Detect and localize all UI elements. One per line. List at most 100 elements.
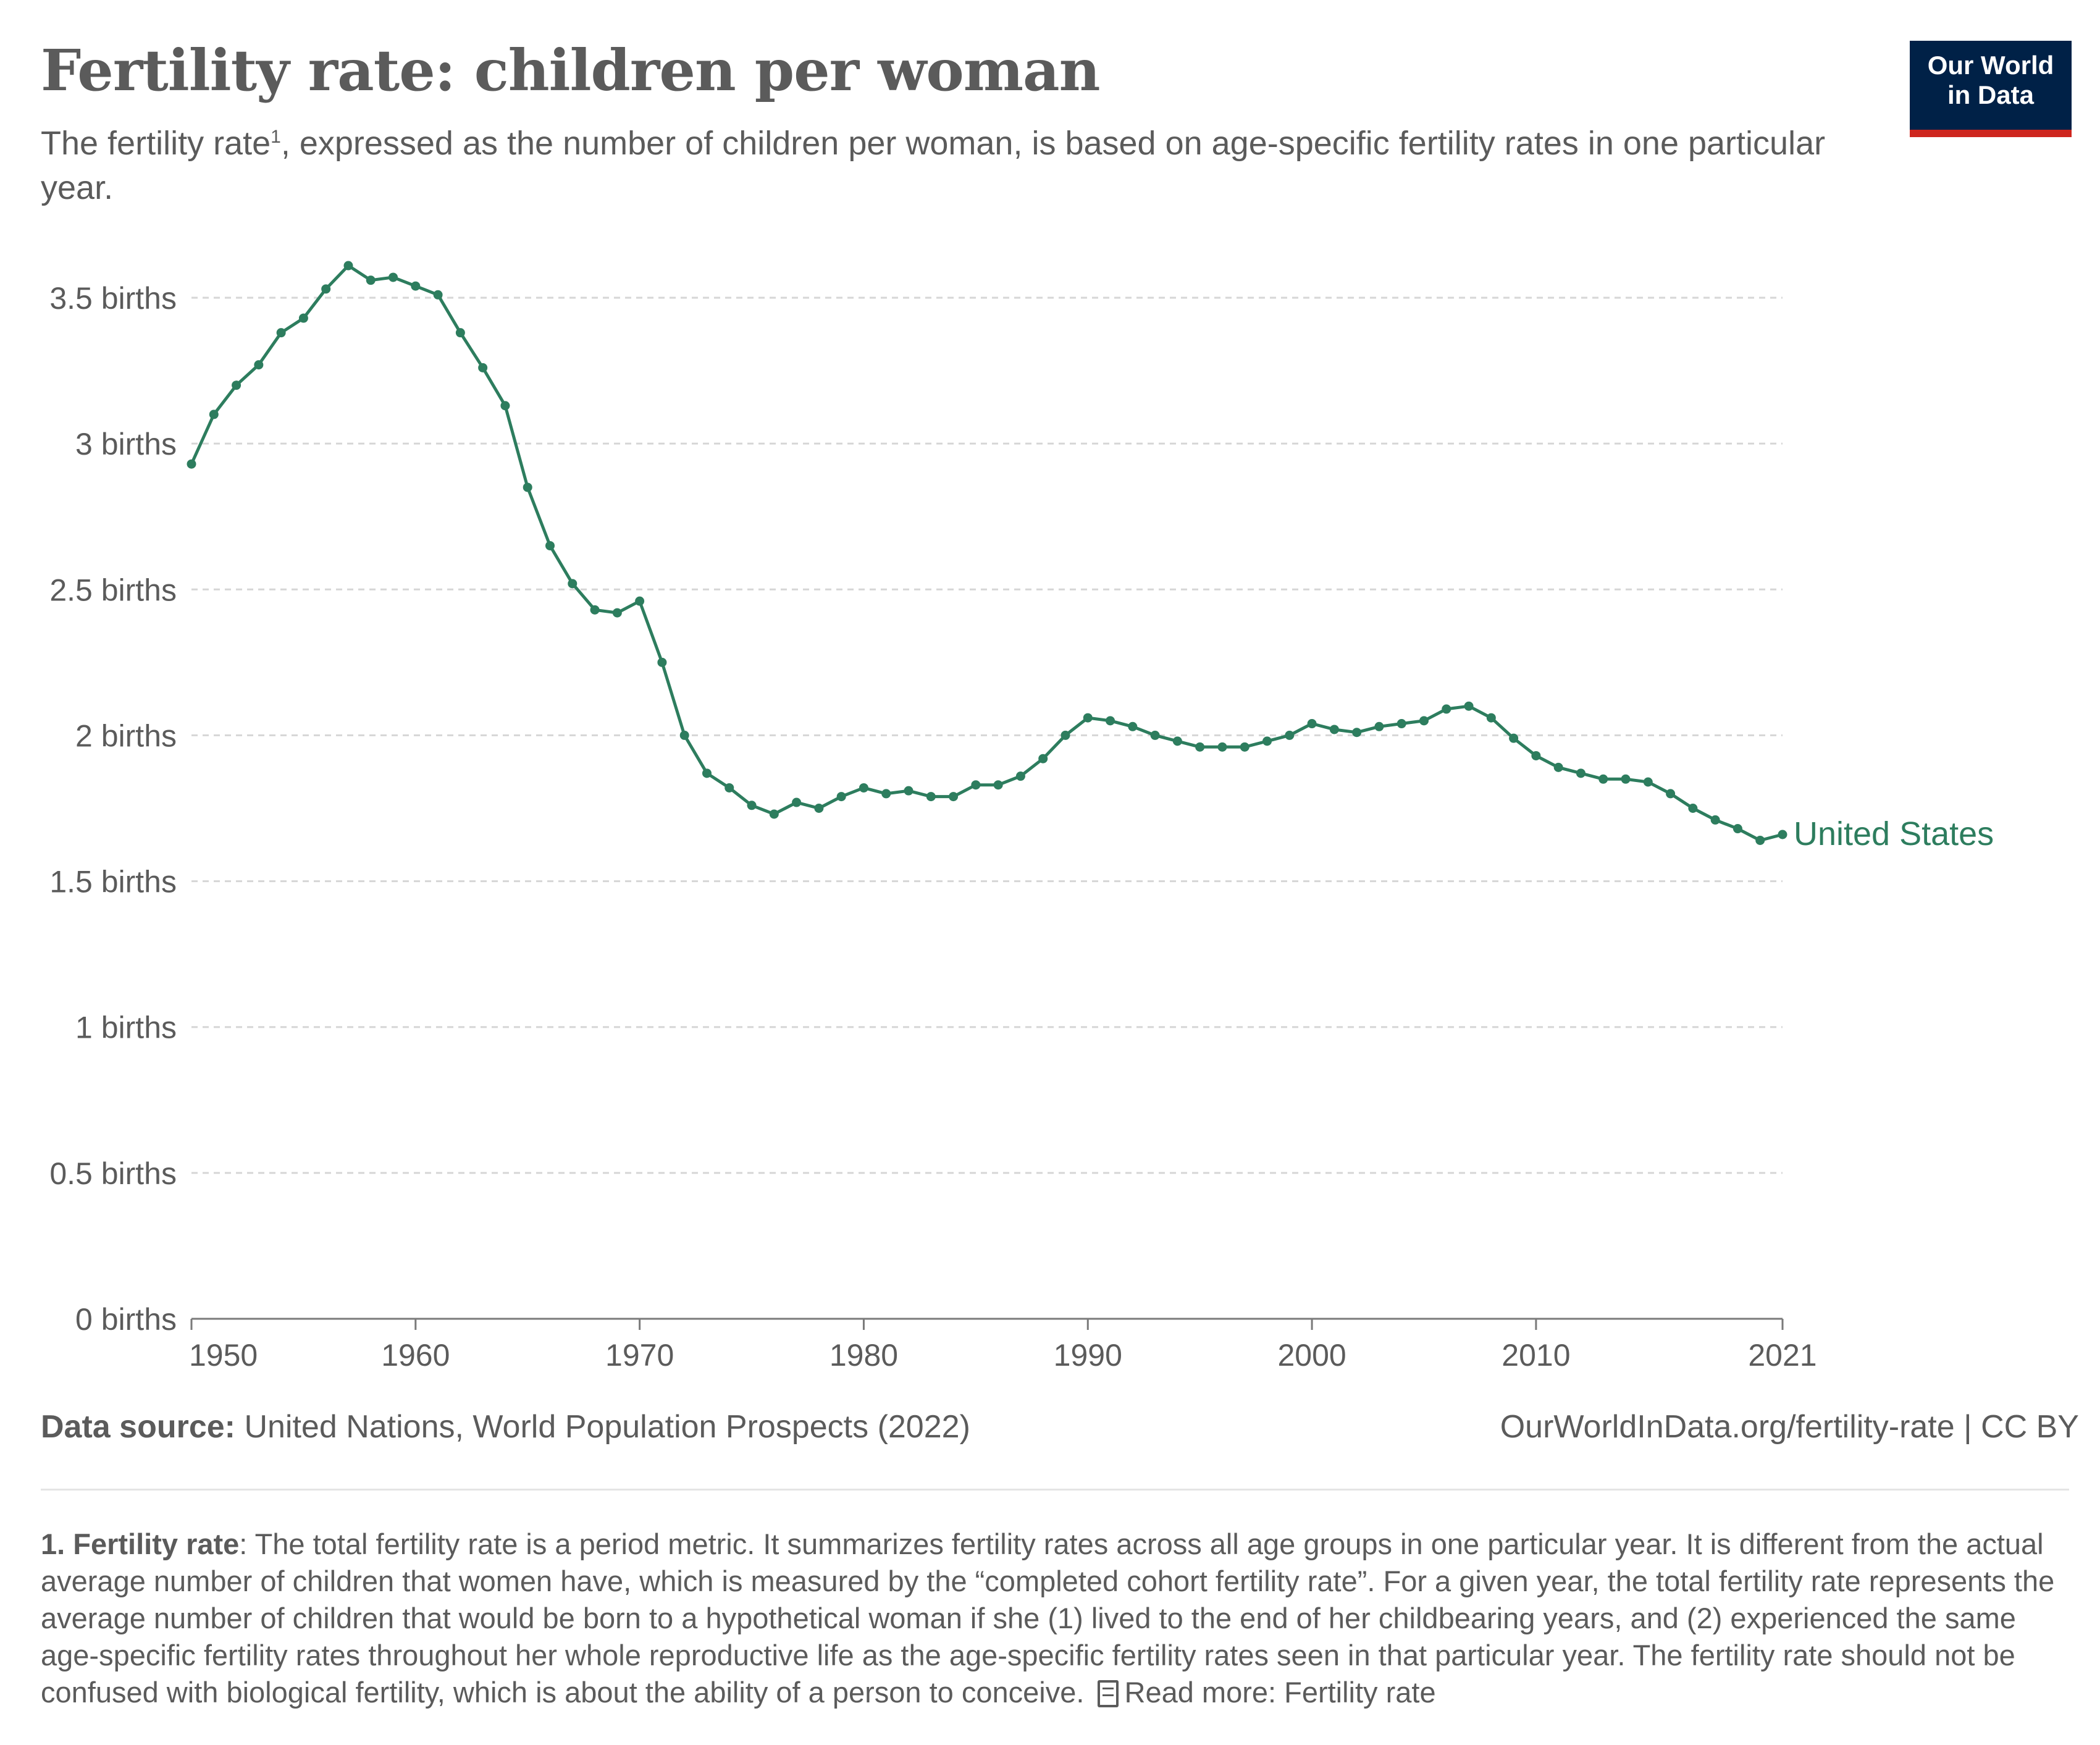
gridlines: [191, 296, 1783, 1174]
data-point[interactable]: [1262, 736, 1272, 746]
data-point[interactable]: [679, 730, 689, 740]
data-point[interactable]: [388, 272, 398, 282]
data-point[interactable]: [321, 284, 331, 294]
data-point[interactable]: [298, 313, 308, 323]
data-point[interactable]: [1172, 736, 1182, 746]
footnote-ref[interactable]: 1: [271, 127, 281, 147]
data-point[interactable]: [1217, 742, 1227, 752]
x-axis: 1950 1960 1970 1980 1990 2000 2010 2021: [189, 1318, 1817, 1373]
logo-line-1: Our World: [1927, 51, 2054, 80]
data-point[interactable]: [343, 261, 353, 271]
data-point[interactable]: [792, 797, 802, 807]
data-point[interactable]: [1240, 742, 1250, 752]
data-point[interactable]: [635, 596, 645, 606]
footnote: 1. Fertility rate: The total fertility r…: [41, 1526, 2073, 1711]
y-tick-label: 0 births: [75, 1302, 177, 1337]
data-point[interactable]: [1083, 713, 1093, 723]
data-point[interactable]: [904, 786, 914, 796]
data-source-label: Data source:: [41, 1409, 235, 1445]
document-icon[interactable]: [1097, 1680, 1119, 1707]
data-point[interactable]: [1038, 754, 1048, 763]
data-point[interactable]: [1755, 835, 1765, 845]
data-point[interactable]: [1666, 789, 1676, 799]
y-tick-label: 2.5 births: [49, 573, 177, 607]
data-point[interactable]: [1307, 719, 1317, 729]
y-tick-label: 3.5 births: [49, 281, 177, 316]
data-point[interactable]: [366, 275, 376, 285]
data-point[interactable]: [1732, 824, 1742, 834]
data-point[interactable]: [1015, 772, 1025, 781]
x-tick-label: 2010: [1502, 1338, 1570, 1373]
data-point[interactable]: [1553, 762, 1563, 772]
data-point[interactable]: [1464, 701, 1474, 711]
y-tick-label: 0.5 births: [49, 1156, 177, 1191]
data-point[interactable]: [612, 608, 622, 618]
data-point[interactable]: [949, 792, 959, 802]
data-source-text[interactable]: United Nations, World Population Prospec…: [235, 1409, 970, 1445]
data-point[interactable]: [545, 540, 555, 550]
data-point[interactable]: [568, 579, 578, 589]
data-point[interactable]: [1486, 713, 1496, 723]
data-point[interactable]: [433, 290, 443, 300]
data-point[interactable]: [232, 381, 242, 390]
data-point[interactable]: [254, 360, 264, 370]
data-point[interactable]: [769, 809, 779, 819]
data-point[interactable]: [724, 783, 734, 793]
data-point[interactable]: [1509, 733, 1519, 743]
data-point[interactable]: [1531, 751, 1541, 760]
data-point[interactable]: [209, 410, 219, 419]
divider: [41, 1489, 2069, 1491]
data-point[interactable]: [836, 792, 846, 802]
owid-logo[interactable]: Our World in Data: [1910, 41, 2072, 137]
data-point[interactable]: [1576, 768, 1586, 778]
data-point[interactable]: [702, 768, 712, 778]
data-point[interactable]: [1374, 721, 1384, 731]
data-point[interactable]: [1352, 728, 1362, 738]
data-point[interactable]: [1598, 774, 1608, 784]
series-layer: United States: [187, 261, 1994, 852]
data-point[interactable]: [993, 780, 1003, 790]
x-tick-label: 1950: [189, 1338, 258, 1373]
data-point[interactable]: [814, 804, 824, 813]
data-point[interactable]: [1060, 730, 1070, 740]
data-point[interactable]: [1621, 774, 1631, 784]
data-point[interactable]: [971, 780, 981, 790]
data-point[interactable]: [1688, 804, 1698, 813]
read-more-link[interactable]: Read more: Fertility rate: [1124, 1676, 1436, 1709]
data-point[interactable]: [881, 789, 891, 799]
chart-subtitle: The fertility rate1, expressed as the nu…: [41, 121, 1832, 210]
source-url[interactable]: OurWorldInData.org/fertility-rate | CC B…: [1500, 1409, 2079, 1445]
data-point[interactable]: [276, 328, 286, 338]
data-point[interactable]: [657, 657, 667, 667]
data-point[interactable]: [478, 363, 488, 372]
data-point[interactable]: [747, 801, 757, 810]
data-point[interactable]: [455, 328, 465, 338]
data-point[interactable]: [1106, 716, 1115, 726]
data-point[interactable]: [1419, 716, 1429, 726]
data-point[interactable]: [1778, 830, 1787, 839]
data-point[interactable]: [1128, 721, 1138, 731]
data-point[interactable]: [1643, 777, 1653, 787]
x-tick-label: 1970: [605, 1338, 674, 1373]
data-point[interactable]: [1710, 815, 1720, 825]
data-point[interactable]: [590, 605, 600, 615]
y-tick-label: 1.5 births: [49, 865, 177, 899]
data-point[interactable]: [1285, 730, 1295, 740]
series-label[interactable]: United States: [1794, 815, 1994, 852]
data-point[interactable]: [523, 482, 532, 492]
series-line-united-states[interactable]: [190, 264, 1783, 842]
data-point[interactable]: [1195, 742, 1205, 752]
data-point[interactable]: [187, 459, 196, 469]
data-point[interactable]: [500, 401, 510, 411]
footnote-label: 1. Fertility rate: [41, 1528, 240, 1560]
data-point[interactable]: [1442, 704, 1451, 714]
data-source: Data source: United Nations, World Popul…: [41, 1408, 970, 1445]
data-point[interactable]: [411, 281, 421, 291]
data-point[interactable]: [926, 792, 936, 802]
data-point[interactable]: [1150, 730, 1160, 740]
data-point[interactable]: [1396, 719, 1406, 729]
logo-line-2: in Data: [1947, 80, 2035, 109]
data-point[interactable]: [1329, 725, 1339, 734]
x-tick-label: 1980: [830, 1338, 898, 1373]
data-point[interactable]: [859, 783, 868, 793]
